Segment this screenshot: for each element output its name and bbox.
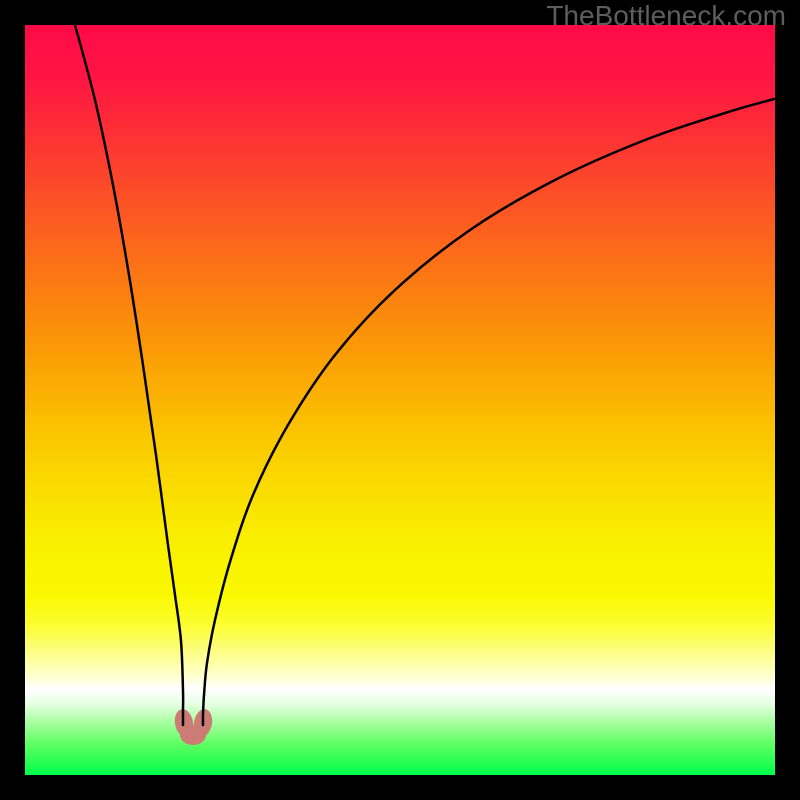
chart-frame: TheBottleneck.com: [0, 0, 800, 800]
plot-area: [25, 25, 775, 775]
watermark-text: TheBottleneck.com: [546, 0, 786, 32]
gradient-background: [25, 25, 775, 775]
